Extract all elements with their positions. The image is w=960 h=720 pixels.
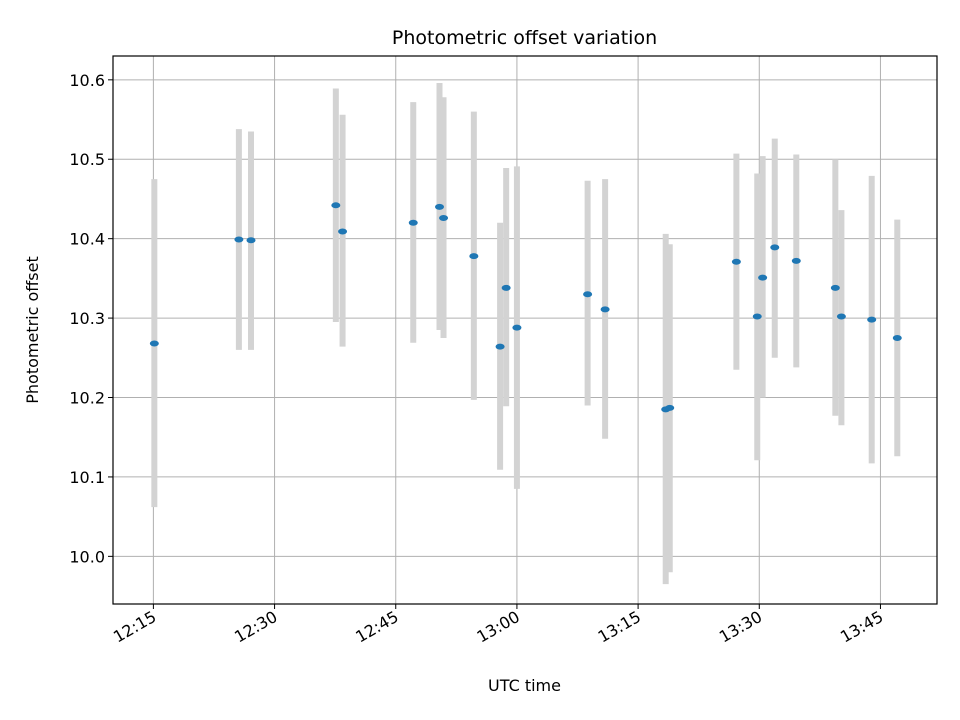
y-axis-title: Photometric offset xyxy=(23,256,42,404)
data-point xyxy=(770,244,780,251)
data-point xyxy=(331,202,341,209)
data-point xyxy=(665,404,675,411)
y-axis: 10.0 10.1 10.2 10.3 10.4 10.5 10.6 xyxy=(69,71,113,566)
data-point xyxy=(246,237,256,244)
y-tick-label: 10.3 xyxy=(69,309,105,328)
data-point xyxy=(830,284,840,291)
data-point xyxy=(439,215,449,222)
y-tick-label: 10.0 xyxy=(69,547,105,566)
data-point xyxy=(758,274,768,281)
y-tick-label: 10.2 xyxy=(69,389,105,408)
data-point xyxy=(469,253,479,260)
data-point xyxy=(752,313,762,320)
data-point xyxy=(495,343,505,350)
data-point xyxy=(435,203,445,210)
data-point xyxy=(408,219,418,226)
y-tick-label: 10.1 xyxy=(69,468,105,487)
data-point xyxy=(731,258,741,265)
y-tick-label: 10.6 xyxy=(69,71,105,90)
data-point xyxy=(583,291,593,298)
data-point xyxy=(512,324,522,331)
data-point xyxy=(338,228,348,235)
y-tick-label: 10.5 xyxy=(69,150,105,169)
data-points xyxy=(149,202,902,413)
grid xyxy=(113,56,937,604)
y-tick-label: 10.4 xyxy=(69,230,105,249)
chart-title: Photometric offset variation xyxy=(392,27,657,49)
data-point xyxy=(501,284,511,291)
data-point xyxy=(867,316,877,323)
data-point xyxy=(234,236,244,243)
plot-frame xyxy=(112,55,938,605)
data-point xyxy=(149,340,159,347)
data-point xyxy=(600,306,610,313)
data-point xyxy=(836,313,846,320)
x-axis-title: UTC time xyxy=(488,676,561,695)
data-point xyxy=(892,334,902,341)
data-point xyxy=(791,257,801,264)
